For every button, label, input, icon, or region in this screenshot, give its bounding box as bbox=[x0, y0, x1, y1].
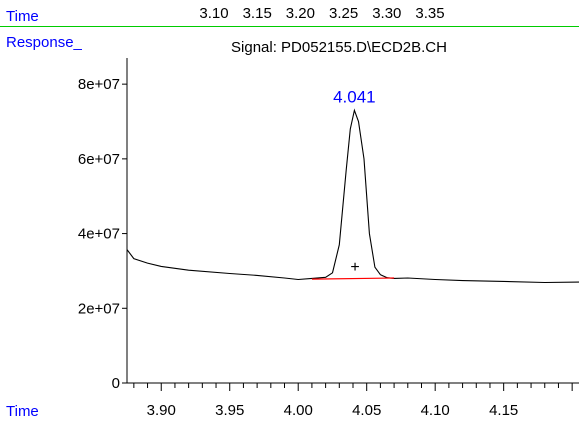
top-tick-label: 3.35 bbox=[415, 5, 444, 22]
x-axis-ticks: 3.90 3.95 4.00 4.05 4.10 4.15 bbox=[133, 383, 573, 419]
top-time-label: Time bbox=[6, 8, 39, 25]
y-tick-label: 6e+07 bbox=[78, 151, 120, 168]
x-tick-label: 3.90 bbox=[147, 402, 176, 419]
top-time-ticks: 3.10 3.15 3.20 3.25 3.30 3.35 bbox=[199, 5, 444, 22]
top-tick-label: 3.25 bbox=[329, 5, 358, 22]
x-tick-label: 3.95 bbox=[215, 402, 244, 419]
y-tick-label: 0 bbox=[112, 375, 120, 392]
top-tick-label: 3.30 bbox=[372, 5, 401, 22]
top-tick-label: 3.15 bbox=[243, 5, 272, 22]
top-tick-label: 3.20 bbox=[286, 5, 315, 22]
response-axis-label: Response_ bbox=[6, 34, 83, 51]
peak-label: 4.041 bbox=[333, 87, 376, 106]
y-axis-ticks: 0 2e+07 4e+07 6e+07 8e+07 bbox=[78, 76, 127, 392]
chart-title: Signal: PD052155.D\ECD2B.CH bbox=[231, 39, 447, 56]
x-tick-label: 4.15 bbox=[489, 402, 518, 419]
signal-trace bbox=[126, 108, 579, 284]
x-tick-label: 4.05 bbox=[352, 402, 381, 419]
y-tick-label: 4e+07 bbox=[78, 226, 120, 243]
bottom-time-label: Time bbox=[6, 403, 39, 420]
y-tick-label: 8e+07 bbox=[78, 76, 120, 93]
y-tick-label: 2e+07 bbox=[78, 300, 120, 317]
integration-baseline bbox=[311, 277, 395, 280]
x-tick-label: 4.00 bbox=[284, 402, 313, 419]
peak-marker: + bbox=[350, 259, 359, 276]
top-tick-label: 3.10 bbox=[199, 5, 228, 22]
x-tick-label: 4.10 bbox=[421, 402, 450, 419]
